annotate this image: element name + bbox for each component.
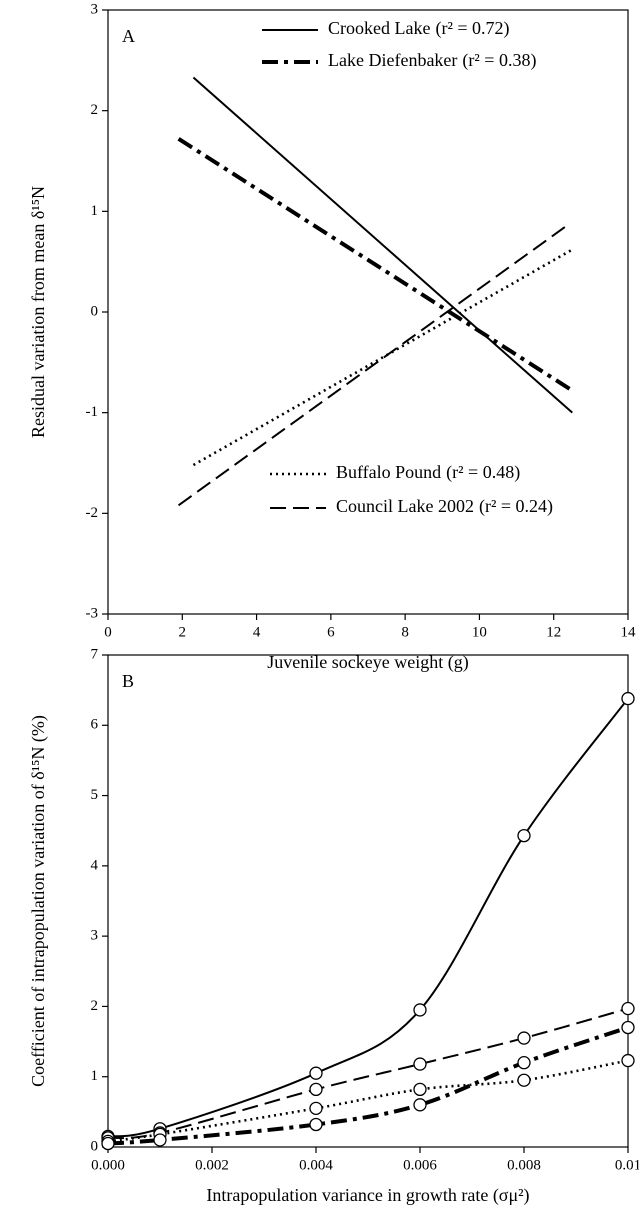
x-tick-label: 14: [621, 624, 637, 640]
x-tick-label: 0.01: [615, 1157, 639, 1173]
data-point: [517, 1031, 531, 1045]
data-point: [153, 1133, 167, 1147]
y-tick-label: 1: [91, 203, 99, 219]
y-tick-label: -1: [86, 404, 99, 420]
series-line: [107, 697, 629, 1138]
data-point: [621, 1020, 635, 1035]
data-point: [517, 1073, 531, 1087]
series-line: [107, 1059, 629, 1143]
y-tick-label: 0: [91, 303, 99, 319]
x-tick-label: 0.004: [299, 1157, 333, 1173]
x-tick-label: 0.008: [507, 1157, 541, 1173]
x-tick-label: 0.002: [195, 1157, 229, 1173]
legend-label: Lake Diefenbaker: [328, 50, 457, 70]
x-tick-label: 0.000: [91, 1157, 125, 1173]
x-tick-label: 0.006: [403, 1157, 437, 1173]
y-tick-label: 1: [91, 1068, 99, 1084]
data-point: [621, 1053, 635, 1068]
data-point: [309, 1082, 323, 1097]
data-point: [413, 1003, 427, 1017]
y-tick-label: -2: [86, 505, 99, 521]
series-line: [177, 223, 570, 507]
y-tick-label: 5: [91, 787, 99, 803]
data-point: [413, 1098, 427, 1112]
series-line: [177, 137, 574, 393]
x-tick-label: 0: [104, 624, 112, 640]
legend-fit-label: (r² = 0.72): [435, 18, 509, 39]
y-tick-label: 0: [91, 1138, 99, 1154]
panel-label: A: [122, 26, 135, 46]
y-tick-label: 3: [91, 1, 99, 17]
y-tick-label: 7: [91, 646, 99, 662]
series-line: [107, 1025, 629, 1146]
x-tick-label: 10: [472, 624, 487, 640]
legend-fit-label: (r² = 0.38): [462, 50, 536, 71]
legend-label: Buffalo Pound: [336, 462, 441, 482]
x-axis-label: Intrapopulation variance in growth rate …: [206, 1185, 529, 1206]
legend-fit-label: (r² = 0.24): [479, 496, 553, 517]
x-tick-label: 4: [253, 624, 261, 640]
data-point: [517, 828, 531, 843]
data-point: [101, 1136, 115, 1151]
data-point: [309, 1066, 323, 1080]
data-point: [413, 1057, 427, 1071]
x-tick-label: 8: [401, 624, 409, 640]
data-point: [309, 1117, 323, 1132]
x-tick-label: 2: [179, 624, 187, 640]
y-tick-label: 3: [91, 928, 99, 944]
y-tick-label: 2: [91, 998, 99, 1014]
y-tick-label: 2: [91, 102, 99, 118]
series-line: [192, 76, 573, 414]
data-point: [413, 1082, 427, 1097]
plot-frame: [107, 9, 629, 615]
y-tick-label: -3: [86, 605, 99, 621]
legend-fit-label: (r² = 0.48): [446, 462, 520, 483]
series-line: [192, 248, 573, 467]
data-point: [621, 1001, 635, 1016]
y-tick-label: 6: [91, 717, 99, 733]
x-tick-label: 6: [327, 624, 335, 640]
y-tick-label: 4: [91, 857, 99, 873]
panel-label: B: [122, 671, 134, 691]
legend-label: Crooked Lake: [328, 18, 430, 38]
y-axis-label: Coefficient of intrapopulation variation…: [28, 715, 49, 1087]
data-point: [309, 1101, 323, 1115]
x-axis-label: Juvenile sockeye weight (g): [267, 652, 468, 673]
data-point: [621, 691, 635, 706]
y-axis-label: Residual variation from mean δ¹⁵N: [28, 186, 48, 438]
legend-label: Council Lake 2002: [336, 496, 474, 516]
x-tick-label: 12: [546, 624, 561, 640]
plot-frame: [107, 654, 629, 1148]
data-point: [517, 1056, 531, 1070]
